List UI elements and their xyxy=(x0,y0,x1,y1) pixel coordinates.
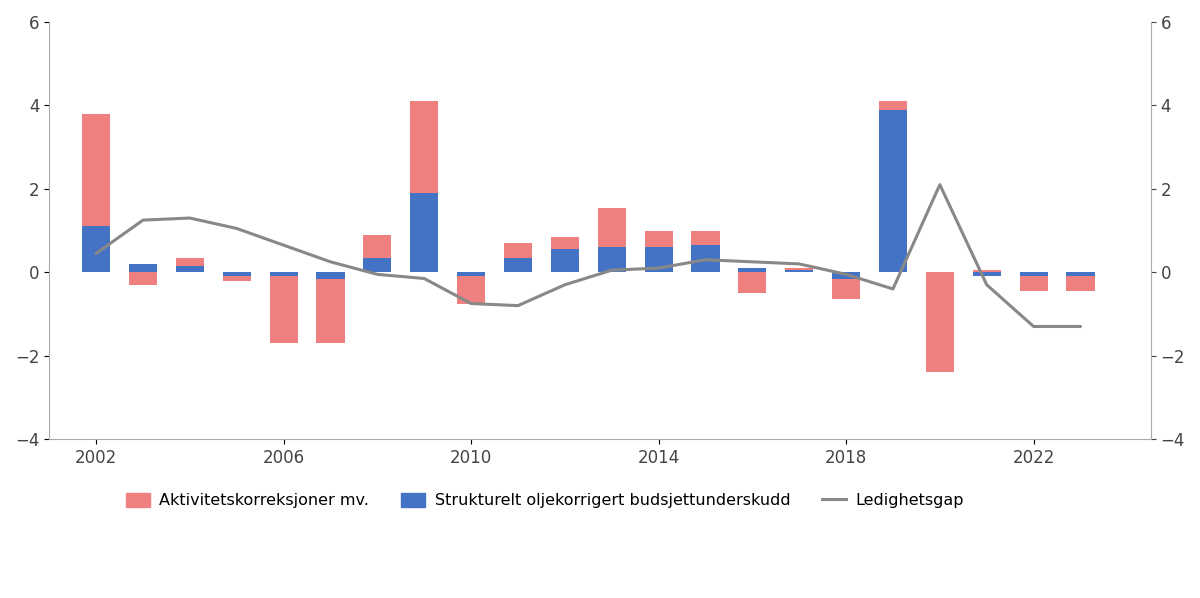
Bar xyxy=(738,268,767,272)
Bar xyxy=(832,272,860,279)
Bar xyxy=(364,235,391,258)
Bar xyxy=(738,272,767,293)
Bar xyxy=(785,270,814,272)
Bar xyxy=(973,270,1001,272)
Bar xyxy=(1020,276,1048,291)
Bar xyxy=(223,272,251,276)
Bar xyxy=(925,272,954,373)
Bar xyxy=(317,279,344,343)
Bar xyxy=(270,276,298,343)
Bar xyxy=(878,101,907,109)
Bar xyxy=(364,258,391,272)
Bar xyxy=(317,272,344,279)
Bar xyxy=(410,193,438,272)
Bar xyxy=(973,272,1001,276)
Bar xyxy=(551,237,578,249)
Bar xyxy=(175,258,204,266)
Bar xyxy=(457,272,485,276)
Bar xyxy=(504,258,532,272)
Bar xyxy=(1067,272,1094,276)
Bar xyxy=(644,231,673,247)
Bar xyxy=(598,208,625,247)
Bar xyxy=(270,272,298,276)
Bar xyxy=(82,114,110,227)
Bar xyxy=(175,266,204,272)
Bar xyxy=(82,227,110,272)
Bar xyxy=(551,249,578,272)
Bar xyxy=(457,276,485,304)
Bar xyxy=(785,268,814,270)
Bar xyxy=(832,279,860,300)
Bar xyxy=(223,276,251,280)
Bar xyxy=(504,243,532,258)
Bar xyxy=(691,231,720,245)
Legend: Aktivitetskorreksjoner mv., Strukturelt oljekorrigert budsjettunderskudd, Ledigh: Aktivitetskorreksjoner mv., Strukturelt … xyxy=(119,486,971,514)
Bar xyxy=(691,245,720,272)
Bar xyxy=(644,247,673,272)
Bar xyxy=(410,101,438,193)
Bar xyxy=(128,272,157,285)
Bar xyxy=(128,264,157,272)
Bar xyxy=(598,247,625,272)
Bar xyxy=(1020,272,1048,276)
Bar xyxy=(878,109,907,272)
Bar xyxy=(1067,276,1094,291)
